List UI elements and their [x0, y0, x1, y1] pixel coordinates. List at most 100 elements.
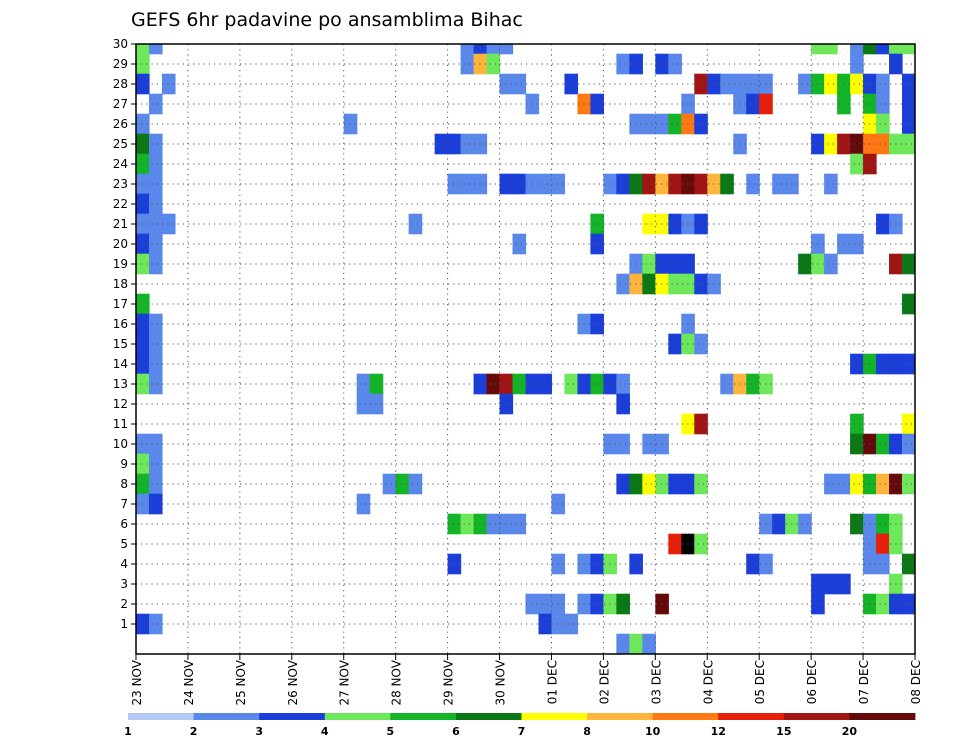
x-tick-label: 04 DEC [701, 660, 715, 704]
heatmap-cell [148, 133, 163, 155]
heatmap-cell [668, 173, 682, 195]
heatmap-cell [902, 73, 915, 95]
colorbar-swatch [324, 713, 391, 720]
heatmap-cell [902, 473, 915, 495]
heatmap-cell [460, 53, 475, 75]
heatmap-cell [616, 633, 630, 654]
heatmap-cell [902, 353, 915, 375]
y-tick-label: 15 [113, 337, 128, 351]
heatmap-cell [148, 173, 163, 195]
heatmap-cell [694, 73, 708, 95]
heatmap-cell [850, 153, 864, 175]
heatmap-cell [642, 213, 656, 235]
heatmap-cell [720, 373, 734, 395]
y-tick-label: 22 [113, 197, 128, 211]
heatmap-cell [356, 393, 371, 415]
heatmap-cell [824, 573, 838, 595]
heatmap-cell [460, 133, 475, 155]
heatmap-cell [590, 373, 604, 395]
heatmap-cell [136, 473, 150, 495]
heatmap-cell [902, 44, 915, 55]
heatmap-cell [694, 413, 708, 435]
colorbar-tick-label: 3 [255, 725, 263, 738]
heatmap-cell [136, 253, 150, 275]
colorbar-swatch [259, 713, 326, 720]
heatmap-cell [148, 353, 163, 375]
heatmap-cell [616, 273, 630, 295]
heatmap-cell [902, 93, 915, 115]
x-tick-label: 07 DEC [857, 660, 871, 704]
heatmap-cell [148, 493, 163, 515]
heatmap-cell [590, 213, 604, 235]
colorbar-tick-label: 1 [124, 725, 132, 738]
y-tick-label: 24 [113, 157, 128, 171]
heatmap-cell [512, 233, 527, 255]
heatmap-cell [538, 593, 553, 615]
heatmap-cell [902, 553, 915, 575]
dotted-grid [136, 43, 915, 654]
heatmap-cell [486, 44, 501, 55]
heatmap-cell [136, 493, 150, 515]
x-tick-label: 06 DEC [805, 660, 819, 704]
heatmap-cell [746, 93, 760, 115]
y-axis-ticks: 1234567891011121314151617181920212223242… [113, 37, 136, 631]
colorbar-tick-label: 12 [711, 725, 726, 738]
y-tick-label: 16 [113, 317, 128, 331]
heatmap-cell [512, 373, 527, 395]
heatmap-cell [668, 273, 682, 295]
heatmap-cell [408, 213, 423, 235]
heatmap-cell [876, 353, 890, 375]
heatmap-cell [616, 173, 630, 195]
heatmap-cell [876, 513, 890, 535]
heatmap-cell [512, 173, 527, 195]
heatmap-cell [369, 393, 384, 415]
colorbar-swatch [783, 713, 850, 720]
heatmap-cell [538, 613, 553, 635]
chart-title: GEFS 6hr padavine po ansamblima Bihac [131, 9, 523, 31]
heatmap-cell [876, 213, 890, 235]
heatmap-cell [876, 44, 890, 55]
heatmap-cell [356, 493, 371, 515]
heatmap-cell [148, 373, 163, 395]
heatmap-cell [616, 433, 630, 455]
y-tick-label: 5 [120, 537, 128, 551]
y-tick-label: 21 [113, 217, 128, 231]
heatmap-cell [590, 313, 604, 335]
y-tick-label: 19 [113, 257, 128, 271]
heatmap-cell [356, 373, 371, 395]
heatmap-cell [148, 44, 163, 55]
heatmap-cell [642, 473, 656, 495]
heatmap-cell [876, 433, 890, 455]
x-tick-label: 28 NOV [390, 659, 404, 705]
heatmap-cell [824, 253, 838, 275]
y-tick-label: 4 [120, 557, 128, 571]
heatmap-cell [798, 73, 812, 95]
heatmap-cell [850, 133, 864, 155]
heatmap-cell [798, 253, 812, 275]
heatmap-cell [902, 253, 915, 275]
heatmap-cell [136, 133, 150, 155]
heatmap-cell [512, 73, 527, 95]
heatmap-cell [564, 613, 579, 635]
y-tick-label: 2 [120, 597, 128, 611]
heatmap-cell [148, 93, 163, 115]
colorbar-tick-label: 15 [776, 725, 791, 738]
x-tick-label: 05 DEC [753, 660, 767, 704]
heatmap-cell [616, 473, 630, 495]
x-tick-label: 08 DEC [909, 660, 923, 704]
heatmap-cell [746, 173, 760, 195]
heatmap-cell [148, 193, 163, 215]
heatmap-cell [148, 613, 163, 635]
colorbar-legend: 1 2 3 4 5 6 7 8 10 12 15 20 [124, 713, 916, 738]
heatmap-cell [668, 213, 682, 235]
y-tick-label: 8 [120, 477, 128, 491]
plot-frame [135, 43, 916, 655]
colorbar-tick-label: 10 [645, 725, 661, 738]
heatmap-cell [772, 513, 786, 535]
heatmap-cell [136, 233, 150, 255]
heatmap-cell [902, 133, 915, 155]
y-tick-label: 28 [113, 77, 128, 91]
heatmap-cell [616, 593, 630, 615]
x-tick-label: 30 NOV [494, 659, 508, 705]
heatmap-cell [876, 113, 890, 135]
